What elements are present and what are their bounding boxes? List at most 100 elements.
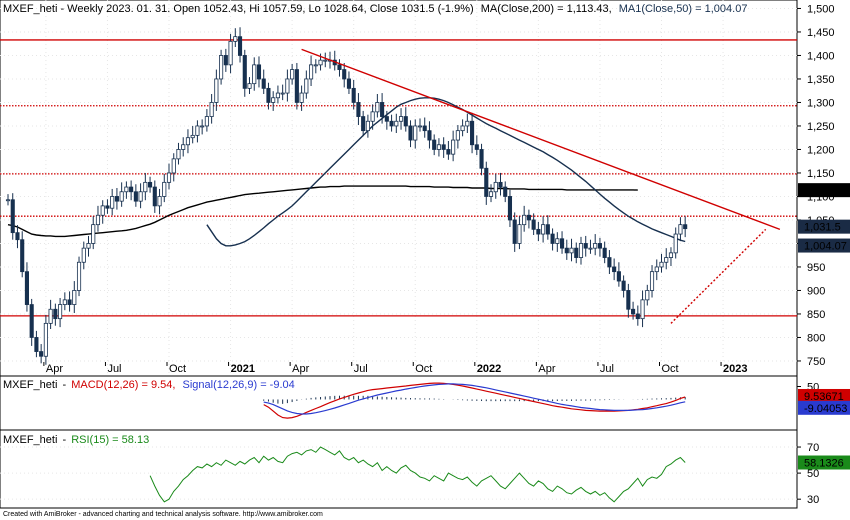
candle-body <box>607 257 612 268</box>
candle-body <box>597 243 602 249</box>
macd-value-badge <box>798 400 850 415</box>
candle-body <box>370 111 375 122</box>
candle-body <box>531 219 536 230</box>
candle-body <box>105 205 110 209</box>
candle-body <box>29 304 34 338</box>
candle-body <box>574 247 579 258</box>
candle-body <box>100 205 105 216</box>
candle-body <box>441 144 446 150</box>
candle-body <box>86 243 91 249</box>
candle-body <box>555 238 560 244</box>
macd-layer: 509.53671-9.04053 <box>263 381 850 419</box>
candle-body <box>204 116 209 127</box>
candle-body <box>152 186 157 207</box>
candle-body <box>612 266 617 273</box>
candle-body <box>460 125 465 132</box>
candle-body <box>337 64 342 70</box>
candle-body <box>114 196 119 202</box>
x-axis-tick: Jul <box>354 363 368 375</box>
candle-body <box>668 252 674 258</box>
candle-body <box>290 69 295 80</box>
macd-series-line <box>263 383 686 415</box>
candle-body <box>299 92 304 103</box>
x-axis-tick: 2021 <box>231 363 255 375</box>
candle-body <box>119 191 124 202</box>
candle-body <box>346 78 352 89</box>
candle-body <box>181 144 186 150</box>
candle-body <box>247 83 252 89</box>
candle-body <box>195 125 200 136</box>
candle-body <box>124 186 129 193</box>
candle-body <box>15 232 20 241</box>
candle-body <box>313 64 318 67</box>
candle-body <box>398 116 404 122</box>
candle-body <box>451 139 456 155</box>
candle-body <box>507 196 513 221</box>
candle-body <box>583 243 588 249</box>
candle-body <box>631 308 636 315</box>
macd-header-name: MXEF_heti <box>3 379 57 391</box>
price-y-tick: 1,350 <box>807 74 835 86</box>
candle-body <box>380 102 385 117</box>
candle-body <box>309 64 314 80</box>
candle-body <box>304 78 309 94</box>
candle-body <box>536 228 541 235</box>
candle-body <box>640 299 645 320</box>
candle-body <box>541 224 546 235</box>
candle-body <box>237 36 243 56</box>
candle-body <box>219 55 224 80</box>
macd-series-line <box>263 382 686 419</box>
candle-body <box>138 191 143 202</box>
candle-body <box>176 149 181 160</box>
price-header-ma50: MA1(Close,50) = 1,004.07 <box>619 3 748 15</box>
price-y-tick: 900 <box>807 285 825 297</box>
candle-body <box>569 247 574 254</box>
candle-body <box>522 214 527 226</box>
candle-body <box>602 247 607 258</box>
candle-body <box>645 290 650 301</box>
candle-body <box>275 92 280 99</box>
price-y-tick: 1,200 <box>807 144 835 156</box>
candle-body <box>446 149 451 155</box>
rsi-header-value: RSI(15) = 58.13 <box>71 434 149 446</box>
candle-body <box>417 125 423 128</box>
candle-body <box>81 247 86 263</box>
candle-body <box>266 87 271 103</box>
candle-body <box>10 199 15 234</box>
candle-body <box>465 120 470 127</box>
candle-body <box>95 214 101 226</box>
candle-body <box>512 219 517 244</box>
candle-body <box>39 351 44 357</box>
price-value-badge-label: 1,031.5 <box>804 222 841 234</box>
candle-body <box>616 271 621 282</box>
candle-body <box>474 144 479 150</box>
rsi-y-tick: 50 <box>807 468 819 480</box>
candle-body <box>488 191 494 197</box>
candle-body <box>479 149 484 169</box>
candle-body <box>564 247 569 254</box>
candle-body <box>76 261 82 291</box>
candle-body <box>545 224 550 235</box>
candle-body <box>361 116 366 132</box>
price-y-tick: 950 <box>807 262 825 274</box>
candle-body <box>375 102 380 113</box>
price-value-badge <box>798 219 850 234</box>
price-value-badge-label: 1,113.43 <box>804 185 846 197</box>
candle-body <box>91 224 96 244</box>
macd-header-macd: MACD(12,26) = 9.54, <box>71 379 175 391</box>
rsi-header: MXEF_heti - RSI(15) = 58.13 <box>3 434 149 446</box>
macd-value-badge-label: 9.53671 <box>804 391 844 403</box>
candle-body <box>403 116 408 127</box>
candle-body <box>43 322 48 357</box>
candle-body <box>432 139 437 150</box>
candle-body <box>190 134 195 139</box>
candle-body <box>223 55 228 66</box>
candle-body <box>72 290 77 305</box>
candle-body <box>209 102 214 117</box>
price-y-tick: 850 <box>807 309 825 321</box>
candle-body <box>214 78 219 103</box>
candle-body <box>285 78 290 94</box>
candle-body <box>148 181 153 188</box>
candle-body <box>384 116 389 122</box>
